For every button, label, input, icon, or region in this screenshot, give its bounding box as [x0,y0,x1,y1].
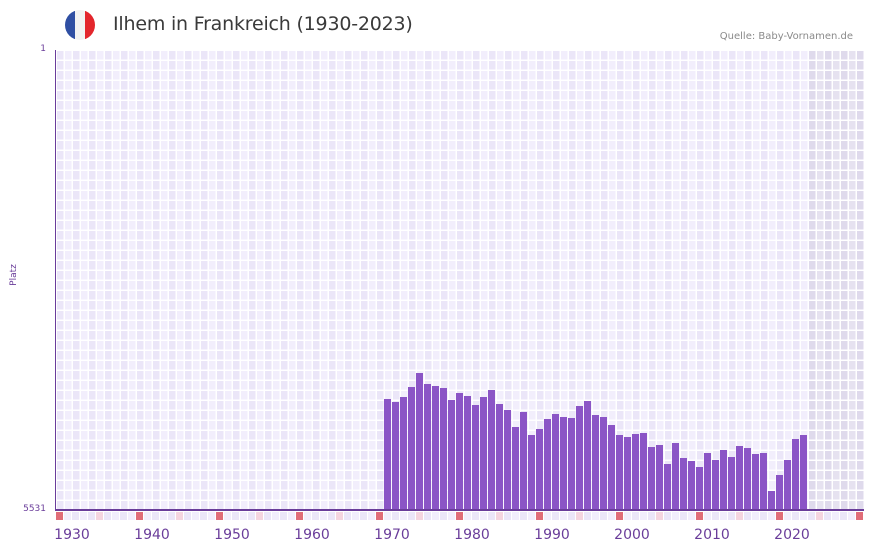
flag-stripe-blue [65,10,75,40]
y-tick-top: 1 [40,44,46,54]
bar-1976[interactable] [424,383,431,510]
plot-area [56,50,864,510]
bar-2017[interactable] [752,454,759,510]
bar-2023[interactable] [800,434,807,510]
x-tick-label-1940: 1940 [134,527,170,543]
flag-icon [65,10,95,40]
bar-2010[interactable] [696,466,703,510]
x-tick-label-1990: 1990 [534,527,570,543]
y-axis-title: Platz [9,264,19,286]
bar-1983[interactable] [480,396,487,510]
bar-1989[interactable] [528,434,535,510]
bar-1998[interactable] [600,417,607,510]
bar-1999[interactable] [608,424,615,510]
bar-2005[interactable] [656,445,663,510]
bar-1972[interactable] [392,401,399,510]
y-axis-line [55,50,56,511]
bar-1992[interactable] [552,414,559,510]
bar-1982[interactable] [472,405,479,510]
bar-1980[interactable] [456,393,463,510]
bar-2001[interactable] [624,436,631,510]
bar-2019[interactable] [768,491,775,510]
bar-1973[interactable] [400,396,407,510]
x-axis-line [55,509,864,511]
bar-2020[interactable] [776,474,783,510]
bar-1987[interactable] [512,426,519,510]
x-tick-label-1970: 1970 [374,527,410,543]
y-tick-bottom: 5531 [23,504,46,514]
bar-1981[interactable] [464,395,471,510]
bar-1971[interactable] [384,399,391,510]
bar-2013[interactable] [720,450,727,510]
flag-stripe-white [75,10,85,40]
bar-1984[interactable] [488,389,495,510]
bar-2021[interactable] [784,460,791,510]
bar-2022[interactable] [792,438,799,510]
bar-2011[interactable] [704,453,711,510]
bar-1993[interactable] [560,417,567,510]
x-tick-label-1950: 1950 [214,527,250,543]
bar-1991[interactable] [544,418,551,510]
flag-stripe-red [85,10,95,40]
bar-2014[interactable] [728,457,735,510]
bar-2008[interactable] [680,458,687,510]
bar-1994[interactable] [568,418,575,510]
bar-1995[interactable] [576,406,583,510]
source-credit: Quelle: Baby-Vornamen.de [719,31,853,42]
bar-2002[interactable] [632,433,639,510]
bar-2012[interactable] [712,460,719,510]
bar-2006[interactable] [664,464,671,510]
bar-1979[interactable] [448,400,455,510]
bar-2009[interactable] [688,461,695,510]
bar-2004[interactable] [648,447,655,510]
bar-1977[interactable] [432,385,439,510]
chart-title: Ilhem in Frankreich (1930-2023) [113,13,413,35]
bar-2018[interactable] [760,453,767,510]
x-tick-label-1980: 1980 [454,527,490,543]
bar-2007[interactable] [672,443,679,510]
bar-1996[interactable] [584,401,591,510]
bar-2000[interactable] [616,434,623,510]
x-tick-label-1960: 1960 [294,527,330,543]
x-tick-row [56,512,863,520]
bar-2003[interactable] [640,432,647,510]
bar-1990[interactable] [536,428,543,510]
bar-1997[interactable] [592,415,599,510]
bar-1986[interactable] [504,410,511,510]
bar-1974[interactable] [408,386,415,510]
x-tick-label-1930: 1930 [54,527,90,543]
x-tick-label-2000: 2000 [614,527,650,543]
bar-1985[interactable] [496,404,503,510]
bar-2016[interactable] [744,448,751,510]
bar-1978[interactable] [440,387,447,510]
bar-1975[interactable] [416,372,423,510]
bar-2015[interactable] [736,446,743,510]
bar-1988[interactable] [520,412,527,510]
x-tick-label-2010: 2010 [694,527,730,543]
x-tick-label-2020: 2020 [774,527,810,543]
